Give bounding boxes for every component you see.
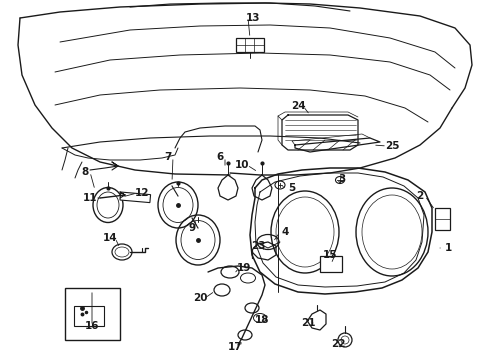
Text: 17: 17: [228, 342, 243, 352]
Text: 1: 1: [444, 243, 452, 253]
Text: 13: 13: [246, 13, 260, 23]
Text: 25: 25: [385, 141, 399, 151]
Text: 2: 2: [416, 191, 424, 201]
Text: 8: 8: [81, 167, 89, 177]
Text: 16: 16: [85, 321, 99, 331]
Text: 11: 11: [83, 193, 97, 203]
Bar: [65, 288, 120, 340]
Text: 22: 22: [331, 339, 345, 349]
Text: 19: 19: [237, 263, 251, 273]
Text: 15: 15: [323, 250, 337, 260]
Text: 14: 14: [103, 233, 117, 243]
Text: 23: 23: [251, 241, 265, 251]
Text: 5: 5: [289, 183, 295, 193]
Bar: [236, 38, 264, 52]
Text: 20: 20: [193, 293, 207, 303]
Text: 4: 4: [281, 227, 289, 237]
Text: 7: 7: [164, 152, 171, 162]
Text: 9: 9: [189, 223, 196, 233]
Bar: [120, 192, 150, 203]
Text: 3: 3: [339, 174, 345, 184]
Bar: [435, 208, 450, 230]
Bar: [74, 306, 104, 326]
Text: 21: 21: [301, 318, 315, 328]
Text: 24: 24: [291, 101, 305, 111]
Text: 6: 6: [217, 152, 223, 162]
Text: 10: 10: [235, 160, 249, 170]
Text: 12: 12: [135, 188, 149, 198]
Text: 18: 18: [255, 315, 269, 325]
Bar: [320, 256, 342, 272]
